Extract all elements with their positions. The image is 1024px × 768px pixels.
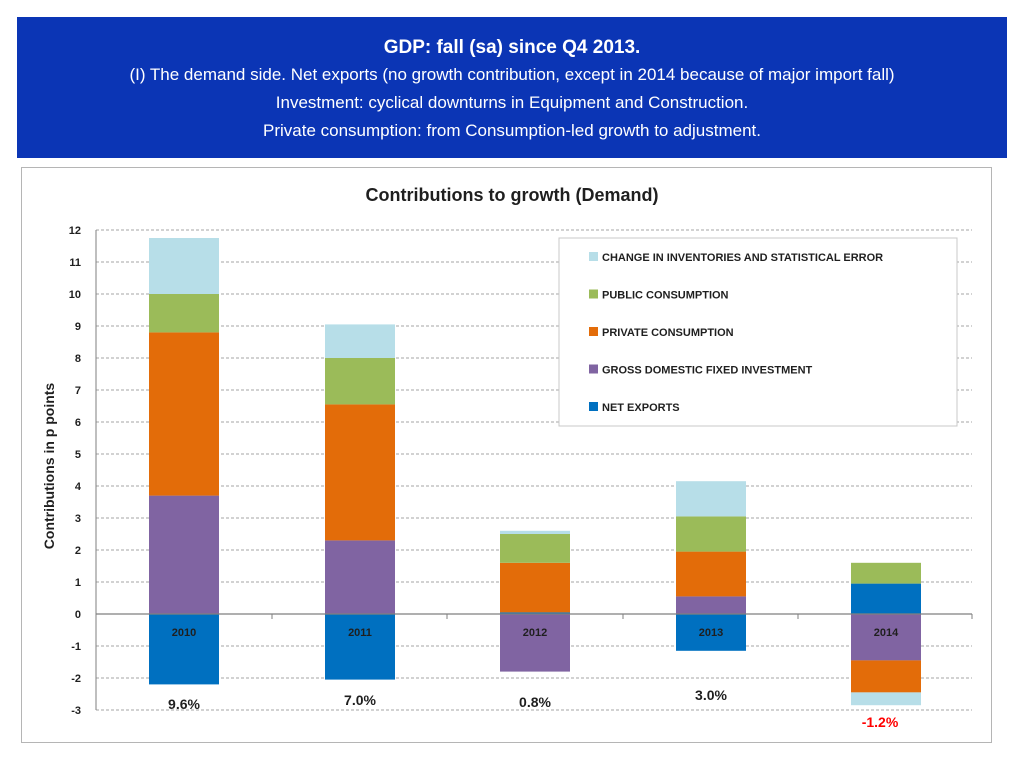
bar-private_consumption: [500, 562, 570, 613]
bar-net_exports: [851, 583, 921, 614]
y-tick-label: 0: [75, 609, 81, 621]
header-banner: GDP: fall (sa) since Q4 2013. (I) The de…: [17, 17, 1007, 158]
y-tick-label: 7: [75, 385, 81, 397]
legend-label-investment: GROSS DOMESTIC FIXED INVESTMENT: [602, 365, 813, 377]
bar-investment: [500, 614, 570, 672]
bar-net_exports: [500, 612, 570, 614]
category-label: 2013: [699, 627, 723, 639]
total-growth-label: 9.6%: [168, 696, 200, 712]
legend-label-private_consumption: PRIVATE CONSUMPTION: [602, 327, 734, 339]
bar-inventories: [325, 324, 395, 358]
y-axis-label: Contributions in p points: [41, 383, 57, 550]
bar-private_consumption: [851, 660, 921, 693]
bar-investment: [149, 495, 219, 614]
legend: CHANGE IN INVENTORIES AND STATISTICAL ER…: [558, 237, 958, 427]
legend-swatch-inventories: [589, 252, 598, 261]
header-line-2: Investment: cyclical downturns in Equipm…: [275, 93, 749, 112]
bar-public_consumption: [500, 534, 570, 563]
category-label: 2011: [348, 627, 372, 639]
y-tick-label: 8: [75, 353, 81, 365]
legend-label-net_exports: NET EXPORTS: [602, 402, 680, 414]
legend-box: [558, 237, 958, 427]
y-tick-label: 5: [75, 449, 81, 461]
bar-public_consumption: [851, 562, 921, 584]
legend-swatch-public_consumption: [589, 289, 598, 299]
y-tick-label: 10: [69, 289, 81, 301]
total-growth-label: 0.8%: [519, 694, 551, 710]
total-growth-label: 3.0%: [695, 687, 727, 703]
y-tick-label: 11: [69, 257, 81, 269]
y-tick-label: 3: [75, 513, 81, 525]
y-tick-label: 12: [69, 225, 81, 237]
bar-net_exports: [325, 614, 395, 680]
bar-private_consumption: [149, 332, 219, 496]
y-tick-label: -3: [71, 705, 81, 717]
bar-inventories: [149, 238, 219, 294]
category-label: 2010: [172, 627, 196, 639]
legend-swatch-net_exports: [589, 402, 598, 411]
legend-swatch-private_consumption: [589, 327, 598, 336]
y-tick-label: 9: [75, 321, 81, 333]
chart-title: Contributions to growth (Demand): [366, 185, 659, 205]
bar-net_exports: [676, 614, 746, 651]
y-tick-label: -1: [71, 641, 81, 653]
bar-public_consumption: [325, 358, 395, 405]
total-growth-label: -1.2%: [862, 714, 899, 730]
total-growth-label: 7.0%: [344, 692, 376, 708]
bar-inventories: [676, 481, 746, 517]
y-tick-label: 4: [75, 481, 82, 493]
bar-net_exports: [149, 614, 219, 685]
y-tick-label: 2: [75, 545, 81, 557]
legend-swatch-investment: [589, 364, 598, 374]
header-line-3: Private consumption: from Consumption-le…: [263, 121, 761, 140]
header-line-1: (I) The demand side. Net exports (no gro…: [129, 65, 895, 84]
bar-investment: [851, 614, 921, 661]
legend-label-public_consumption: PUBLIC CONSUMPTION: [602, 290, 729, 302]
category-label: 2012: [523, 627, 547, 639]
legend-label-inventories: CHANGE IN INVENTORIES AND STATISTICAL ER…: [602, 252, 883, 264]
bar-inventories: [851, 692, 921, 706]
bars: [149, 238, 921, 706]
y-tick-label: 1: [75, 577, 81, 589]
bar-public_consumption: [676, 516, 746, 552]
header-title: GDP: fall (sa) since Q4 2013.: [383, 37, 641, 58]
bar-investment: [325, 540, 395, 614]
bar-public_consumption: [149, 294, 219, 333]
category-label: 2014: [874, 627, 899, 639]
bar-private_consumption: [325, 404, 395, 541]
y-tick-label: -2: [71, 673, 81, 685]
bar-inventories: [500, 530, 570, 534]
bar-investment: [676, 596, 746, 614]
bar-private_consumption: [676, 551, 746, 597]
y-tick-label: 6: [75, 417, 81, 429]
